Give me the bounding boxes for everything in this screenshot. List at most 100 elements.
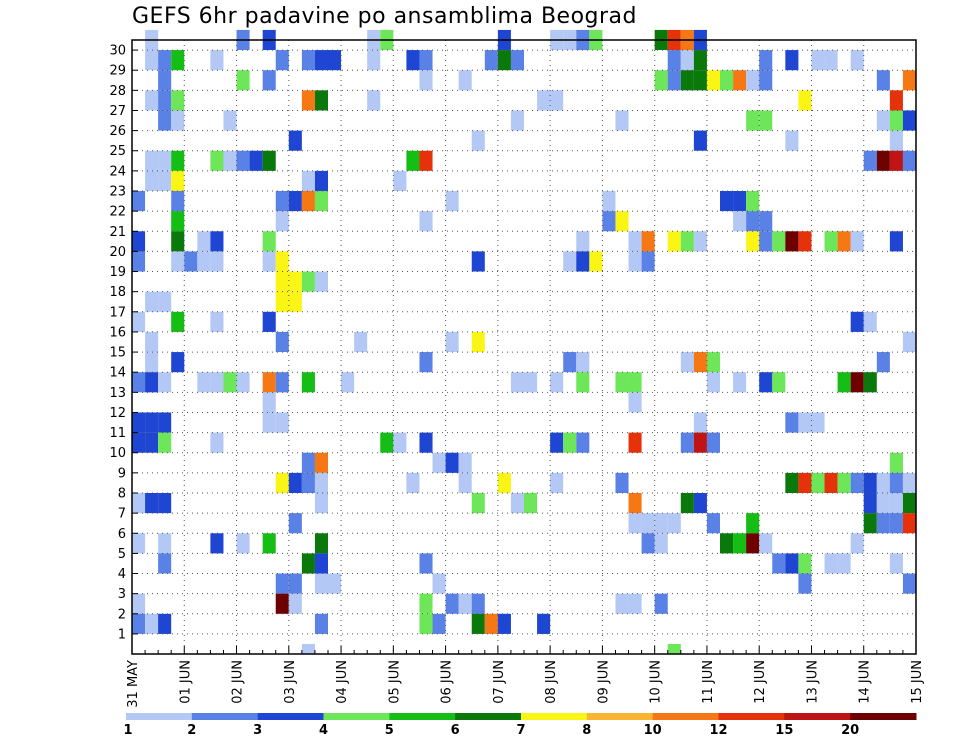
heatmap-cell: [889, 130, 903, 151]
legend-label: 12: [709, 723, 727, 738]
heatmap-cell: [210, 372, 224, 393]
heatmap-cell: [262, 251, 276, 272]
heatmap-cell: [301, 271, 315, 292]
heatmap-cell: [484, 50, 498, 71]
heatmap-cell: [419, 593, 433, 614]
heatmap-cell: [471, 130, 485, 151]
heatmap-cell: [171, 311, 185, 332]
heatmap-cell: [837, 553, 851, 574]
heatmap-cell: [158, 150, 172, 171]
heatmap-cell: [706, 70, 720, 91]
legend-swatch: [323, 713, 390, 720]
legend-label: 4: [319, 723, 328, 738]
y-tick-label: 20: [109, 245, 126, 260]
heatmap-cell: [314, 533, 328, 554]
heatmap-cell: [262, 533, 276, 554]
legend-label: 15: [775, 723, 793, 738]
heatmap-cell: [876, 70, 890, 91]
heatmap-cell: [236, 150, 250, 171]
y-tick-label: 3: [118, 587, 126, 602]
heatmap-cell: [158, 553, 172, 574]
heatmap-cell: [837, 231, 851, 252]
heatmap-cell: [798, 90, 812, 111]
heatmap-cell: [132, 432, 146, 453]
heatmap-cell: [275, 50, 289, 71]
y-tick-label: 13: [109, 386, 126, 401]
heatmap-cell: [419, 553, 433, 574]
y-tick-label: 4: [118, 567, 126, 582]
heatmap-cell: [798, 553, 812, 574]
heatmap-cell: [406, 472, 420, 493]
heatmap-cell: [902, 110, 916, 131]
heatmap-cell: [602, 191, 616, 212]
heatmap-cell: [314, 271, 328, 292]
heatmap-cell: [132, 231, 146, 252]
heatmap-cell: [876, 352, 890, 373]
heatmap-cell: [863, 150, 877, 171]
heatmap-cell: [419, 613, 433, 634]
heatmap-cell: [432, 613, 446, 634]
legend-swatch: [586, 713, 654, 720]
heatmap-cell: [471, 593, 485, 614]
x-tick-label: 04 JUN: [335, 660, 350, 704]
legend-swatch: [652, 713, 719, 720]
x-tick-label: 13 JUN: [805, 660, 820, 704]
heatmap-cell: [615, 593, 629, 614]
heatmap-cell: [680, 352, 694, 373]
heatmap-cell: [720, 191, 734, 212]
heatmap-cell: [693, 130, 707, 151]
legend-swatch: [191, 713, 259, 720]
x-tick-label: 01 JUN: [178, 660, 193, 704]
heatmap-cell: [197, 251, 211, 272]
heatmap-cell: [785, 553, 799, 574]
heatmap-cell: [432, 452, 446, 473]
heatmap-cell: [680, 70, 694, 91]
y-tick-label: 21: [109, 225, 126, 240]
heatmap-cell: [288, 573, 302, 594]
x-tick-label: 14 JUN: [858, 660, 873, 704]
heatmap-cell: [628, 513, 642, 534]
heatmap-cell: [680, 432, 694, 453]
heatmap-cell: [275, 593, 289, 614]
heatmap-cell: [628, 432, 642, 453]
heatmap-cell: [184, 251, 198, 272]
heatmap-cell: [145, 493, 159, 514]
heatmap-cell: [171, 170, 185, 191]
y-tick-label: 6: [118, 527, 126, 542]
heatmap-cell: [589, 251, 603, 272]
legend-label: 3: [253, 723, 262, 738]
color-legend: 1 2 3 4 5 6 7 8 10 12 15 20: [123, 713, 917, 738]
heatmap-cell: [301, 170, 315, 191]
heatmap-cell: [576, 352, 590, 373]
heatmap-cell: [615, 211, 629, 232]
heatmap-cell: [680, 231, 694, 252]
heatmap-cell: [158, 372, 172, 393]
heatmap-cell: [445, 452, 459, 473]
y-tick-label: 2: [118, 607, 126, 622]
heatmap-cell: [889, 472, 903, 493]
heatmap-cell: [275, 573, 289, 594]
heatmap-cell: [693, 50, 707, 71]
heatmap-cell: [210, 150, 224, 171]
heatmap-cell: [236, 70, 250, 91]
heatmap-cell: [314, 452, 328, 473]
heatmap-cell: [902, 472, 916, 493]
heatmap-cell: [615, 110, 629, 131]
heatmap-cell: [393, 432, 407, 453]
heatmap-cell: [262, 412, 276, 433]
heatmap-cell: [354, 331, 368, 353]
heatmap-cell: [314, 170, 328, 191]
heatmap-cell: [641, 513, 655, 534]
heatmap-cell: [654, 593, 668, 614]
x-tick-label: 09 JUN: [596, 660, 611, 704]
legend-label: 5: [385, 723, 394, 738]
heatmap-cell: [471, 493, 485, 514]
heatmap-cell: [419, 50, 433, 71]
y-tick-label: 27: [109, 104, 126, 119]
heatmap-cell: [824, 50, 838, 71]
heatmap-cell: [876, 493, 890, 514]
heatmap-cell: [314, 191, 328, 212]
legend-label: 1: [123, 723, 132, 738]
heatmap-cell: [314, 50, 328, 71]
y-tick-label: 26: [109, 124, 126, 139]
